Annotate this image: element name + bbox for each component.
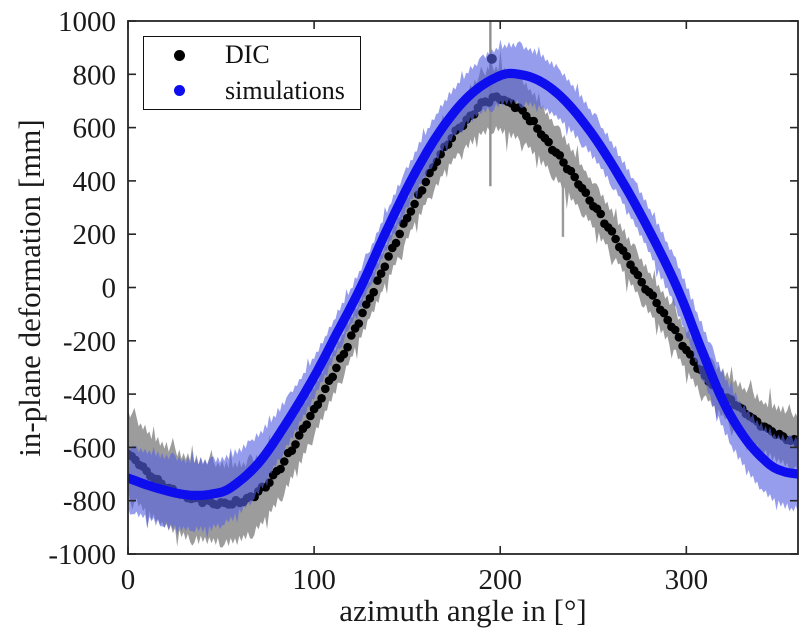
svg-text:200: 200 (478, 564, 522, 596)
svg-text:400: 400 (73, 166, 117, 198)
svg-text:-800: -800 (63, 486, 116, 518)
x-axis-label: azimuth angle in [°] (339, 593, 587, 628)
axes: 0 100 200 300 1000 800 600 400 200 0 -200 -400 -600 -… (48, 6, 799, 596)
svg-text:0: 0 (102, 273, 117, 305)
svg-text:0: 0 (121, 564, 136, 596)
legend: DIC simulations (143, 36, 361, 110)
legend-label-dic: DIC (225, 40, 270, 70)
svg-text:600: 600 (73, 113, 117, 145)
simulation-error-band (128, 39, 798, 540)
svg-text:800: 800 (73, 59, 117, 91)
svg-text:1000: 1000 (58, 6, 116, 38)
simulation-line (128, 68, 798, 500)
legend-item-dic: DIC (144, 38, 360, 72)
legend-item-simulations: simulations (144, 74, 360, 108)
legend-label-simulations: simulations (225, 75, 345, 105)
svg-text:-600: -600 (63, 432, 116, 464)
svg-text:200: 200 (73, 219, 117, 251)
svg-text:-200: -200 (63, 326, 116, 358)
dic-marker-icon (174, 49, 185, 61)
svg-text:100: 100 (292, 564, 336, 596)
svg-text:-400: -400 (63, 379, 116, 411)
svg-text:300: 300 (665, 564, 709, 596)
simulations-marker-icon (174, 85, 185, 97)
y-axis-label: in-plane deformation [mm] (12, 119, 47, 457)
svg-text:-1000: -1000 (48, 539, 116, 571)
